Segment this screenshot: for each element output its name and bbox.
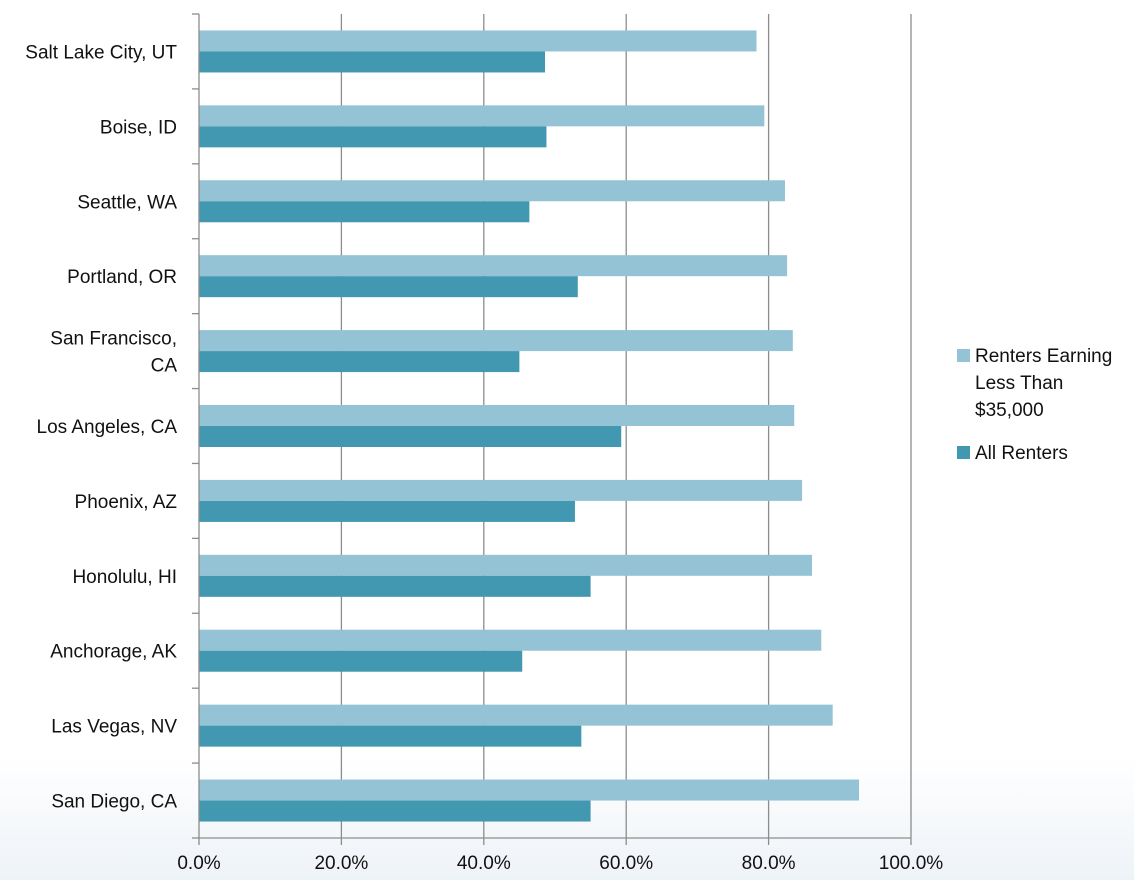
bar-all-renters	[199, 650, 523, 672]
x-tick-label: 60.0%	[599, 853, 653, 874]
bar-all-renters	[199, 351, 520, 373]
bar-all-renters	[199, 800, 591, 822]
bar-low-income-renters	[199, 405, 795, 426]
bar-all-renters	[199, 575, 591, 597]
category-label: Boise, ID	[100, 117, 177, 138]
legend-label: Renters Earning	[975, 346, 1112, 367]
category-label: San Diego, CA	[51, 792, 177, 813]
legend: Renters Earning Less Than $35,000 All Rente…	[957, 346, 1112, 464]
bar-low-income-renters	[199, 255, 788, 277]
category-label: Salt Lake City, UT	[25, 42, 177, 63]
bar-all-renters	[199, 51, 546, 73]
bar-all-renters	[199, 201, 530, 223]
legend-swatch	[957, 349, 970, 362]
axes	[192, 13, 912, 845]
legend-label: $35,000	[975, 400, 1044, 421]
category-label: Honolulu, HI	[72, 567, 177, 588]
legend-label: All Renters	[975, 443, 1068, 464]
category-label: Anchorage, AK	[50, 642, 177, 663]
bar-all-renters	[199, 500, 575, 522]
bar-low-income-renters	[199, 30, 757, 52]
bar-low-income-renters	[199, 180, 785, 202]
category-label: Phoenix, AZ	[75, 492, 178, 513]
category-label: Seattle, WA	[77, 192, 177, 213]
bar-all-renters	[199, 276, 578, 298]
legend-label: Less Than	[975, 373, 1063, 394]
bar-low-income-renters	[199, 629, 822, 651]
bar-all-renters	[199, 725, 582, 747]
category-label: Los Angeles, CA	[37, 417, 178, 438]
bar-low-income-renters	[199, 330, 793, 352]
x-tick-label: 40.0%	[457, 853, 511, 874]
category-labels: Salt Lake City, UT Boise, ID Seattle, WA Po…	[25, 42, 177, 812]
bar-all-renters	[199, 126, 547, 148]
category-label: Portland, OR	[67, 267, 177, 288]
bar-low-income-renters	[199, 105, 765, 127]
category-label: Las Vegas, NV	[51, 717, 177, 738]
x-tick-labels: 0.0% 20.0% 40.0% 60.0% 80.0% 100.0%	[177, 853, 943, 874]
bar-low-income-renters	[199, 554, 813, 576]
bar-low-income-renters	[199, 779, 860, 801]
x-tick-label: 80.0%	[742, 853, 796, 874]
bars	[199, 30, 860, 822]
bar-low-income-renters	[199, 704, 833, 726]
x-tick-label: 0.0%	[177, 853, 220, 874]
x-tick-label: 20.0%	[314, 853, 368, 874]
bar-all-renters	[199, 426, 622, 447]
category-label: CA	[151, 356, 178, 377]
x-tick-label: 100.0%	[879, 853, 944, 874]
legend-swatch	[957, 446, 970, 459]
bar-low-income-renters	[199, 479, 803, 501]
category-label: San Francisco,	[50, 329, 177, 350]
